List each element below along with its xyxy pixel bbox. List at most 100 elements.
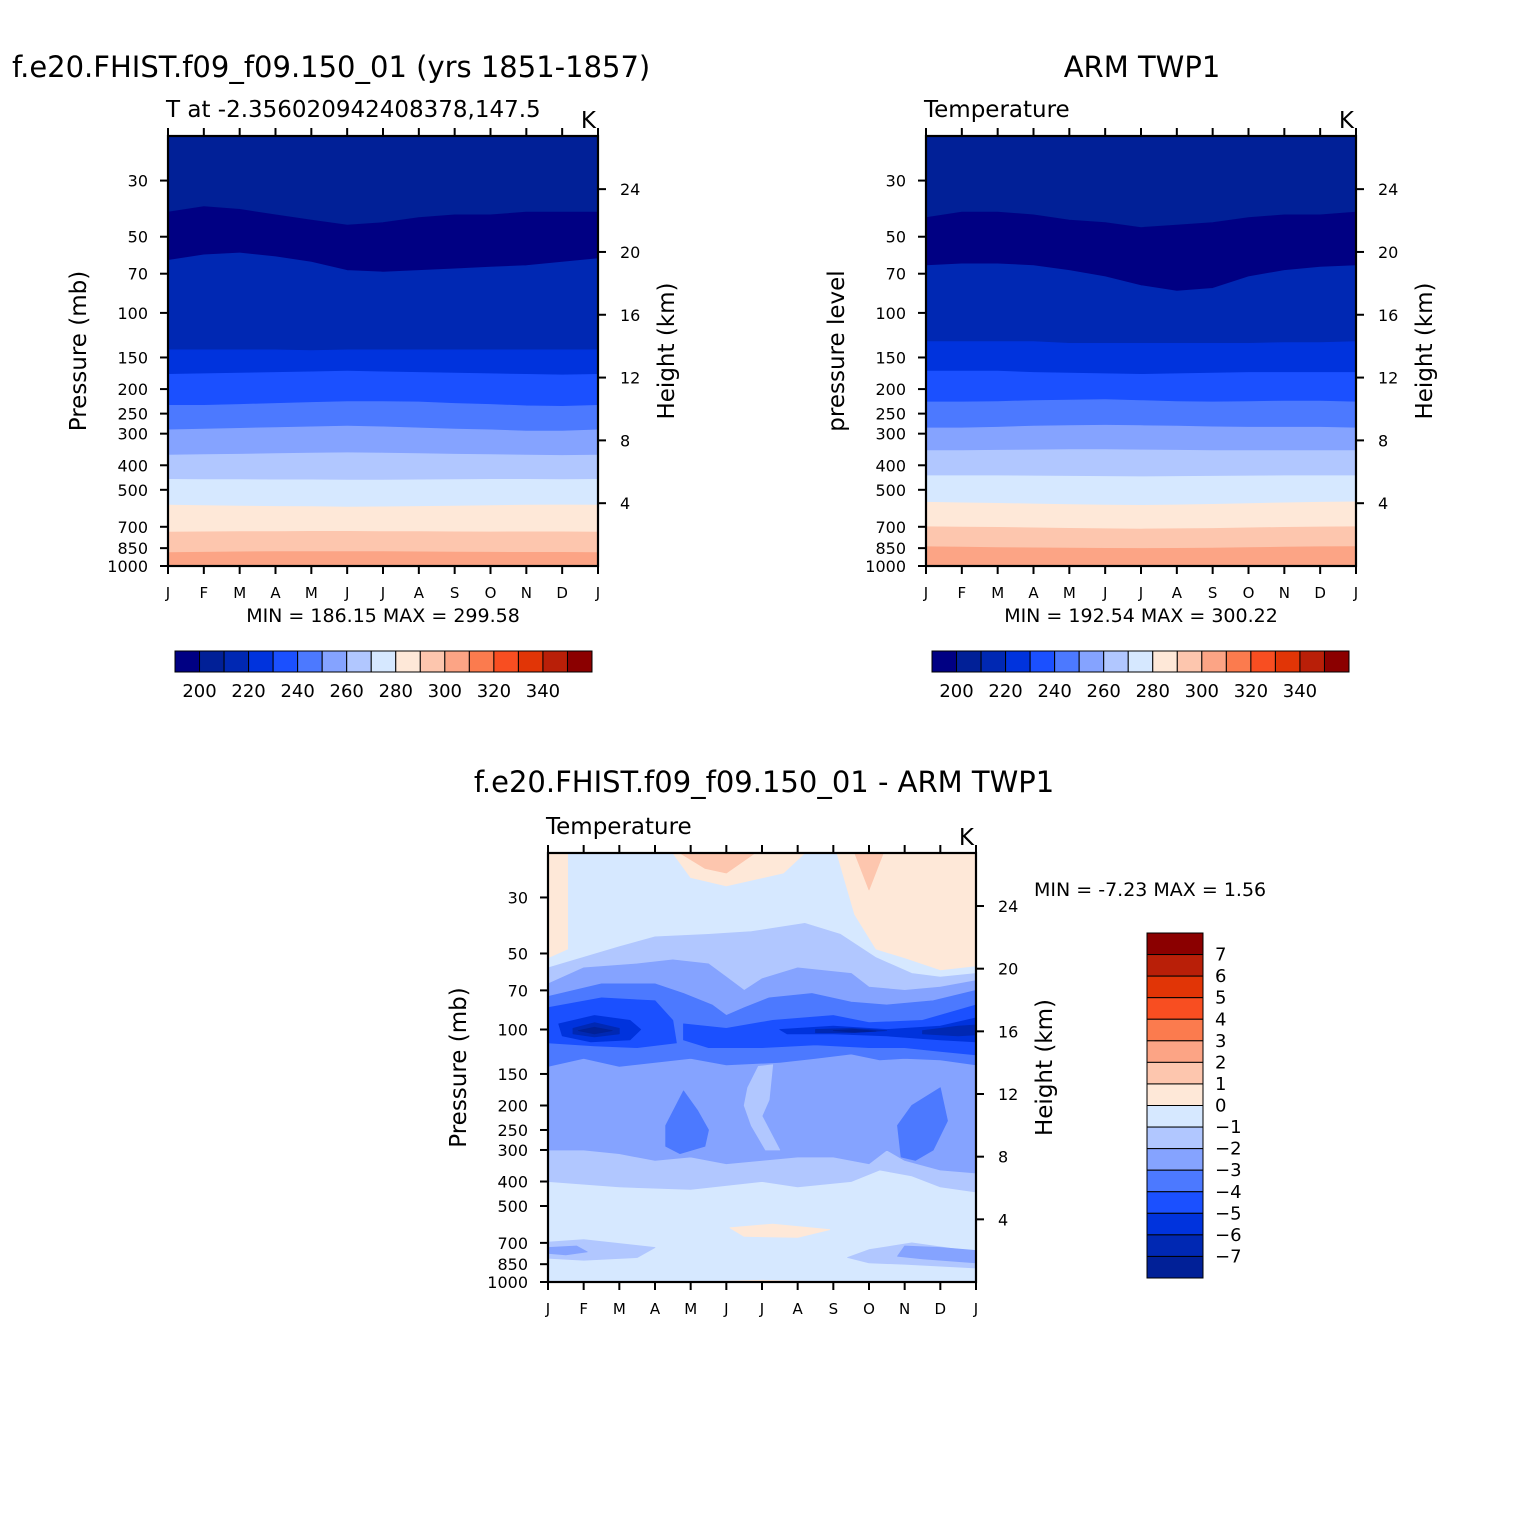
colorbar-label: 7 <box>1215 945 1226 966</box>
pressure-tick-label: 250 <box>117 405 148 424</box>
colorbar-box <box>272 650 299 673</box>
colorbar-box <box>931 650 958 673</box>
month-tick-label: M <box>613 1300 626 1318</box>
pressure-tick-label: 50 <box>886 228 906 247</box>
contour-band <box>926 526 1356 549</box>
month-tick-label: A <box>270 584 281 602</box>
height-tick-label: 12 <box>620 369 640 388</box>
contour-band <box>168 478 598 508</box>
diff-panel-title: f.e20.FHIST.f09_f09.150_01 - ARM TWP1 <box>474 765 1054 799</box>
colorbar-box <box>566 650 593 673</box>
height-tick-label: 8 <box>1378 431 1388 450</box>
month-tick-label: J <box>723 1300 728 1318</box>
colorbar-label: 0 <box>1215 1096 1226 1117</box>
pressure-tick-label: 70 <box>128 265 148 284</box>
pressure-tick-label: 150 <box>117 348 148 367</box>
colorbar-box <box>1078 650 1105 673</box>
colorbar-box <box>1274 650 1301 673</box>
y-axis-right-label: Height (km) <box>1412 282 1438 419</box>
colorbar-box <box>1152 650 1178 673</box>
contour-band <box>168 551 598 566</box>
min-max-label: MIN = 192.54 MAX = 300.22 <box>1004 605 1278 627</box>
month-tick-label: M <box>305 584 318 602</box>
pressure-tick-label: 70 <box>508 981 528 1000</box>
pressure-tick-label: 300 <box>875 425 906 444</box>
pressure-tick-label: 700 <box>117 518 148 537</box>
month-tick-label: S <box>450 584 460 602</box>
colorbar-box <box>493 650 519 673</box>
month-tick-label: J <box>973 1300 978 1318</box>
colorbar-box <box>1146 1148 1204 1171</box>
colorbar-box <box>1029 650 1056 673</box>
height-tick-label: 4 <box>998 1210 1008 1229</box>
colorbar-box <box>517 650 544 673</box>
y-axis-right-label: Height (km) <box>654 282 680 419</box>
month-tick-label: A <box>414 584 425 602</box>
contour-band <box>926 399 1356 429</box>
panel-subtitle: T at -2.356020942408378,147.5 <box>165 97 541 123</box>
contour-band <box>168 452 598 481</box>
pressure-tick-label: 500 <box>497 1197 528 1216</box>
pressure-tick-label: 850 <box>497 1255 528 1274</box>
pressure-tick-label: 700 <box>497 1234 528 1253</box>
units-label: K <box>581 108 597 134</box>
pressure-tick-label: 500 <box>875 481 906 500</box>
colorbar-label: 280 <box>1136 681 1170 702</box>
colorbar-box <box>1103 650 1129 673</box>
panel-subtitle: Temperature <box>545 814 692 840</box>
colorbar-box <box>346 650 372 673</box>
height-tick-label: 8 <box>620 431 630 450</box>
month-tick-label: A <box>1172 584 1183 602</box>
height-tick-label: 8 <box>998 1148 1008 1167</box>
pressure-tick-label: 850 <box>875 539 906 558</box>
pressure-tick-label: 200 <box>497 1097 528 1116</box>
colorbar-box <box>248 650 274 673</box>
colorbar-box <box>1146 1040 1204 1063</box>
month-tick-label: O <box>485 584 497 602</box>
contour-band <box>926 475 1356 506</box>
colorbar-label: −4 <box>1215 1182 1242 1203</box>
height-tick-label: 24 <box>998 897 1018 916</box>
height-tick-label: 16 <box>998 1022 1018 1041</box>
colorbar-label: −6 <box>1215 1225 1242 1246</box>
colorbar-box <box>1225 650 1252 673</box>
contour-band <box>168 504 598 533</box>
month-tick-label: J <box>1102 584 1107 602</box>
contour-region <box>832 1029 877 1033</box>
colorbar-label: 340 <box>1283 681 1317 702</box>
pressure-tick-label: 30 <box>128 172 148 191</box>
diff-contour-panel: Temperature KJ F M A M J J A S O N D J305070100150200… <box>446 814 1266 1318</box>
colorbar-label: −2 <box>1215 1139 1242 1160</box>
colorbar-label: 340 <box>526 681 560 702</box>
colorbar-box <box>444 650 470 673</box>
colorbar-label: 2 <box>1215 1052 1226 1073</box>
height-tick-label: 12 <box>998 1085 1018 1104</box>
min-max-label: MIN = 186.15 MAX = 299.58 <box>246 605 520 627</box>
contour-band <box>926 341 1356 375</box>
contour-region <box>897 1087 948 1161</box>
contour-band <box>168 370 598 407</box>
colorbar-box <box>370 650 397 673</box>
colorbar-box <box>468 650 495 673</box>
colorbar-label: 5 <box>1215 988 1226 1009</box>
colorbar-box <box>1146 1018 1204 1042</box>
contour-band <box>926 501 1356 530</box>
height-tick-label: 12 <box>1378 369 1398 388</box>
month-tick-label: D <box>1314 584 1326 602</box>
contour-region <box>577 1026 613 1035</box>
height-tick-label: 24 <box>620 180 640 199</box>
colorbar-label: 3 <box>1215 1031 1226 1052</box>
y-axis-label: Pressure (mb) <box>446 987 472 1147</box>
plot-area <box>926 136 1356 566</box>
colorbar-label: −1 <box>1215 1117 1242 1138</box>
contour-region <box>854 853 884 891</box>
colorbar-label: 260 <box>1087 681 1121 702</box>
month-tick-label: F <box>579 1300 588 1318</box>
colorbar-label: 280 <box>379 681 413 702</box>
colorbar-box <box>1146 1212 1204 1236</box>
colorbar-label: 240 <box>1037 681 1071 702</box>
height-tick-label: 16 <box>620 306 640 325</box>
pressure-tick-label: 300 <box>497 1141 528 1160</box>
contour-region <box>548 853 568 959</box>
